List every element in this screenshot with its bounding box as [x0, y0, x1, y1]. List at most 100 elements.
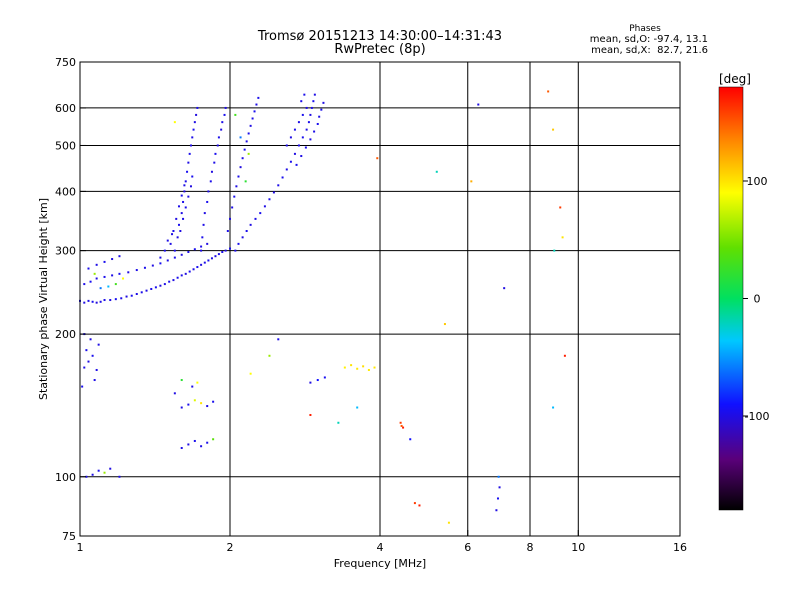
x-axis-ticks: 1 2 4 6 8 10 16 — [77, 530, 687, 554]
data-point — [323, 376, 326, 379]
data-point — [561, 236, 564, 239]
data-point — [399, 421, 402, 424]
data-point — [180, 447, 183, 450]
data-point — [212, 438, 215, 441]
data-point — [337, 421, 340, 424]
data-point — [206, 405, 209, 408]
data-point — [97, 469, 100, 472]
data-point — [247, 132, 250, 135]
data-point — [172, 230, 175, 233]
data-point — [193, 121, 196, 124]
data-point — [224, 106, 227, 109]
data-point — [470, 180, 473, 183]
data-point — [247, 152, 250, 155]
data-point — [145, 289, 148, 292]
data-point — [234, 249, 237, 252]
data-point — [547, 90, 550, 93]
data-point — [305, 128, 308, 131]
x-tick-label: 4 — [377, 541, 384, 554]
data-point — [226, 230, 229, 233]
data-point — [192, 268, 195, 271]
data-point — [376, 157, 379, 160]
data-point — [177, 223, 180, 226]
data-point — [180, 212, 183, 215]
data-point — [93, 379, 96, 382]
data-point — [118, 475, 121, 478]
y-tick-label: 600 — [55, 102, 76, 115]
y-tick-label: 500 — [55, 139, 76, 152]
data-point — [223, 113, 226, 116]
chart-title-line-2: RwPretec (8p) — [334, 42, 425, 57]
data-point — [173, 392, 176, 395]
data-point — [301, 113, 304, 116]
data-point — [373, 366, 376, 369]
data-point — [239, 136, 242, 139]
data-point — [553, 249, 556, 252]
data-point — [109, 467, 112, 470]
data-point — [229, 217, 231, 220]
data-point — [130, 294, 133, 297]
data-point — [83, 366, 86, 369]
data-point — [496, 497, 499, 500]
data-point — [281, 176, 284, 179]
data-point — [214, 255, 217, 258]
y-tick-label: 400 — [55, 185, 76, 198]
data-point — [254, 217, 257, 220]
x-tick-label: 2 — [227, 541, 234, 554]
data-point — [447, 521, 450, 524]
data-point — [200, 245, 203, 248]
data-point — [159, 284, 162, 287]
data-point — [318, 115, 321, 118]
data-point — [313, 130, 316, 133]
data-point — [268, 354, 271, 357]
data-point — [257, 96, 260, 99]
chart-title-line-1: Tromsø 20151213 14:30:00–14:31:43 — [257, 29, 502, 44]
data-point — [189, 144, 192, 147]
data-point — [187, 195, 190, 198]
data-point — [300, 155, 303, 158]
data-point — [118, 255, 121, 258]
data-point — [245, 230, 248, 233]
data-point — [217, 253, 220, 256]
data-point — [244, 180, 247, 183]
data-point — [303, 93, 306, 96]
data-point — [140, 291, 143, 294]
data-point — [413, 502, 416, 505]
data-point — [176, 276, 179, 279]
data-point — [196, 266, 199, 269]
data-point — [443, 323, 446, 326]
grid-lines — [80, 62, 680, 536]
data-point — [103, 260, 106, 263]
data-point — [207, 190, 210, 193]
data-point — [200, 445, 203, 448]
data-point — [307, 121, 310, 124]
data-point — [114, 298, 117, 301]
data-point — [293, 128, 296, 131]
data-point — [350, 364, 353, 367]
x-tick-label: 6 — [464, 541, 471, 554]
data-point — [95, 277, 98, 280]
data-point — [176, 236, 179, 239]
data-point — [184, 272, 187, 275]
data-point — [189, 185, 192, 188]
data-point — [192, 128, 195, 131]
data-point — [200, 249, 203, 252]
data-point — [210, 257, 213, 260]
data-point — [87, 360, 90, 363]
data-point — [173, 121, 176, 124]
data-point — [312, 100, 315, 103]
y-tick-label: 300 — [55, 245, 76, 258]
data-point — [239, 166, 242, 169]
data-point — [177, 205, 180, 208]
data-point — [154, 286, 157, 289]
data-point — [563, 354, 566, 357]
data-point — [180, 194, 183, 197]
data-point — [367, 368, 370, 371]
data-point — [166, 239, 169, 242]
y-tick-label: 200 — [55, 328, 76, 341]
data-point — [91, 354, 94, 357]
data-point — [95, 301, 98, 304]
data-point — [259, 212, 262, 215]
data-point — [234, 113, 237, 116]
data-point — [107, 285, 110, 288]
